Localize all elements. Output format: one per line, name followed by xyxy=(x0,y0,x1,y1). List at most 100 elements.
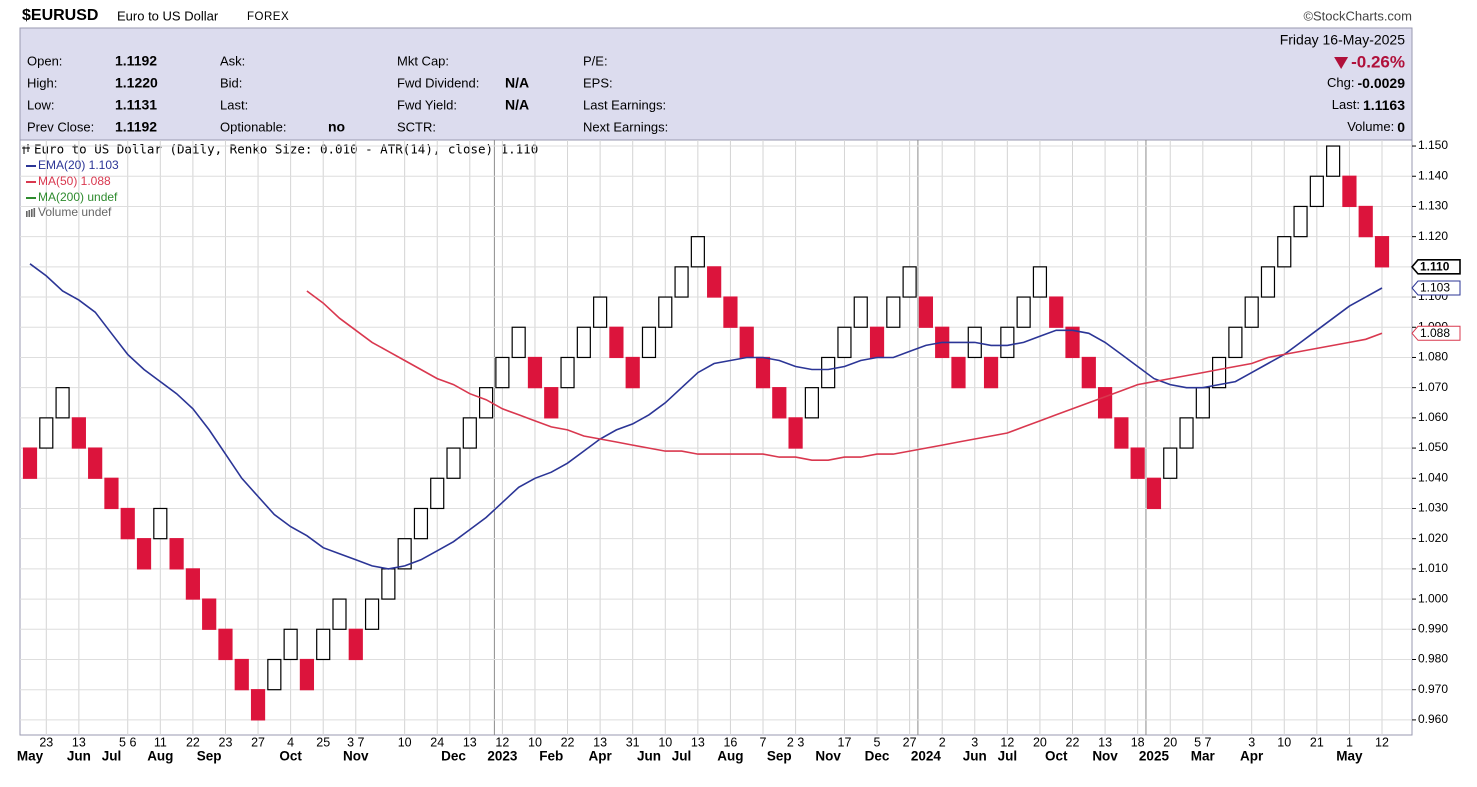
brick-up xyxy=(1179,417,1194,449)
field-label: Next Earnings: xyxy=(583,119,668,134)
symbol: $EURUSD xyxy=(22,7,98,24)
brick-down xyxy=(918,296,934,328)
summary-value: 1.1163 xyxy=(1363,97,1405,113)
brick-down xyxy=(1342,175,1357,208)
brick-up xyxy=(397,538,412,570)
field-label: Open: xyxy=(27,53,62,68)
brick-up xyxy=(1260,266,1276,298)
chart-title: Euro to US Dollar (Daily, Renko Size: 0.… xyxy=(34,142,538,157)
x-month-label: Sep xyxy=(767,749,792,764)
brick-down xyxy=(527,356,543,389)
brick-down xyxy=(348,628,363,661)
exchange: FOREX xyxy=(247,11,289,23)
y-tick-label: 1.040 xyxy=(1418,470,1448,484)
field-label: Optionable: xyxy=(220,119,287,134)
brick-down xyxy=(218,628,233,661)
brick-down xyxy=(951,356,966,389)
brick-down xyxy=(625,356,640,389)
x-tick-label: 5 7 xyxy=(1194,735,1211,749)
field-value: 1.1192 xyxy=(115,53,157,69)
brick-up xyxy=(316,628,331,661)
x-tick-label: 4 xyxy=(287,735,294,749)
x-month-label: May xyxy=(1336,749,1363,764)
brick-down xyxy=(169,538,184,570)
y-tick-label: 1.150 xyxy=(1418,138,1448,152)
x-month-label: Nov xyxy=(343,749,369,764)
brick-down xyxy=(544,387,559,419)
brick-up xyxy=(560,356,575,389)
y-tick-label: 1.000 xyxy=(1418,591,1448,605)
summary-field: Chg: -0.0029 xyxy=(1327,75,1405,91)
legend-entry: EMA(20) 1.103 xyxy=(38,158,119,172)
brick-down xyxy=(22,447,38,479)
x-tick-label: 13 xyxy=(72,735,86,749)
field-value: 1.1192 xyxy=(115,119,157,135)
brick-up xyxy=(837,326,852,359)
x-tick-label: 12 xyxy=(1375,735,1389,749)
legend-entry: Volume undef xyxy=(38,205,112,219)
summary-value: -0.0029 xyxy=(1358,75,1406,91)
brick-up xyxy=(430,477,445,510)
summary-field: Volume: 0 xyxy=(1347,119,1405,135)
brick-up xyxy=(804,387,819,419)
series-end-label: 1.088 xyxy=(1420,326,1450,340)
x-tick-label: 27 xyxy=(251,735,265,749)
brick-up xyxy=(413,507,429,540)
brick-up xyxy=(283,628,298,661)
brick-up xyxy=(1016,296,1031,328)
brick-down xyxy=(88,447,103,479)
brick-up xyxy=(39,417,54,449)
x-tick-label: 13 xyxy=(463,735,477,749)
field-label: Last Earnings: xyxy=(583,97,666,112)
x-month-label: Aug xyxy=(147,749,173,764)
x-month-label: 2023 xyxy=(487,749,518,764)
field-label: Fwd Yield: xyxy=(397,97,457,112)
x-month-label: Mar xyxy=(1191,749,1216,764)
x-tick-label: 3 xyxy=(971,735,978,749)
x-tick-label: 12 xyxy=(1000,735,1014,749)
x-tick-label: 24 xyxy=(430,735,444,749)
y-tick-label: 0.960 xyxy=(1418,712,1448,726)
change-percent: -0.26% xyxy=(1351,52,1405,71)
x-month-label: Feb xyxy=(539,749,563,764)
field-label: Bid: xyxy=(220,75,242,90)
brick-up xyxy=(1163,447,1178,479)
legend-entry: MA(200) undef xyxy=(38,190,118,204)
brick-down xyxy=(1358,205,1373,238)
x-month-label: Oct xyxy=(1045,749,1068,764)
brick-down xyxy=(755,356,771,389)
x-tick-label: 1 xyxy=(1346,735,1353,749)
brick-up xyxy=(576,326,591,359)
brick-down xyxy=(983,356,999,389)
brick-up xyxy=(364,598,380,630)
brick-up xyxy=(462,417,477,449)
y-tick-label: 0.990 xyxy=(1418,621,1448,635)
brick-up xyxy=(511,326,526,359)
title-icon xyxy=(22,144,30,154)
series-end-label: 1.103 xyxy=(1420,281,1450,295)
brick-down xyxy=(1097,387,1113,419)
y-tick-label: 1.050 xyxy=(1418,440,1448,454)
x-month-label: Jul xyxy=(998,749,1018,764)
brick-down xyxy=(869,326,885,359)
summary-value: 0 xyxy=(1397,119,1405,135)
quote-date: Friday 16-May-2025 xyxy=(1280,32,1405,48)
y-tick-label: 1.140 xyxy=(1418,168,1448,182)
brick-down xyxy=(707,266,722,298)
field-label: SCTR: xyxy=(397,119,436,134)
brick-down xyxy=(299,658,315,691)
x-tick-label: 27 xyxy=(903,735,917,749)
field-value: 1.1131 xyxy=(115,97,157,113)
field-label: Low: xyxy=(27,97,54,112)
x-tick-label: 23 xyxy=(39,735,53,749)
brick-up xyxy=(1309,175,1324,208)
brick-down xyxy=(609,326,624,359)
brick-up xyxy=(690,236,705,268)
brick-up xyxy=(853,296,868,328)
indicator-line xyxy=(306,290,1383,461)
x-tick-label: 10 xyxy=(528,735,542,749)
brick-up xyxy=(55,387,70,419)
summary-label: Volume: xyxy=(1347,119,1394,134)
brick-up xyxy=(1195,387,1210,419)
